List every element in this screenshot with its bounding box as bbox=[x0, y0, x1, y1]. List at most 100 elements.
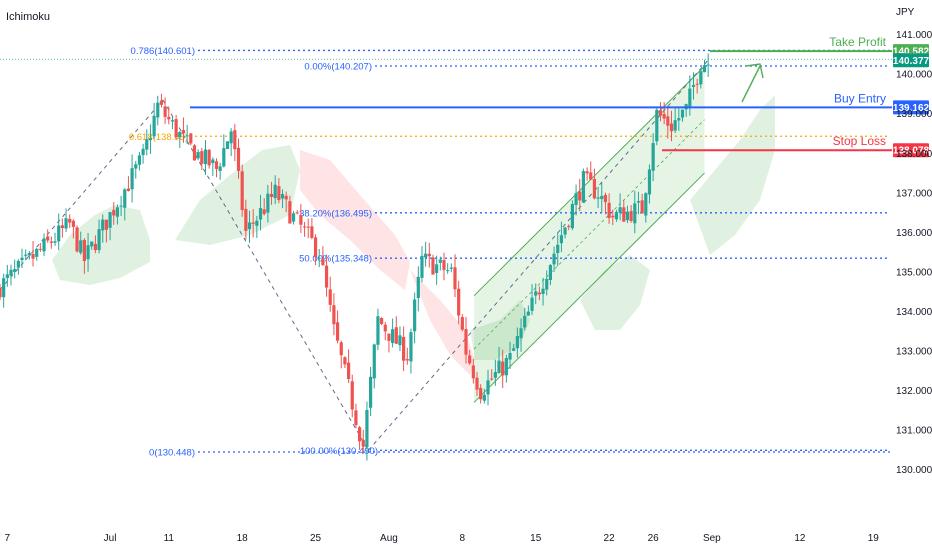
candle-body bbox=[688, 88, 692, 107]
candle-body bbox=[71, 220, 75, 227]
candle-body bbox=[457, 288, 461, 316]
candle-body bbox=[640, 200, 644, 214]
candle-body bbox=[398, 335, 402, 346]
candle-body bbox=[618, 207, 622, 213]
price-tag bbox=[893, 100, 929, 115]
projection-arrow bbox=[741, 63, 764, 103]
candle-body bbox=[501, 361, 505, 376]
candle-body bbox=[218, 166, 222, 171]
candle-body bbox=[479, 387, 483, 400]
trade-levels: Take Profit 140.582 Buy Entry 139.162 Stop L… bbox=[0, 35, 930, 158]
price-channel bbox=[473, 65, 705, 403]
candle-body bbox=[229, 131, 233, 144]
candle-body bbox=[391, 329, 395, 344]
candle-body bbox=[247, 222, 252, 230]
candle-body bbox=[174, 119, 178, 138]
y-tick-label: 135.000 bbox=[896, 267, 932, 278]
y-tick-label: 132.000 bbox=[896, 386, 932, 397]
candle-body bbox=[405, 358, 409, 361]
candle-body bbox=[706, 64, 710, 66]
candle-body bbox=[534, 291, 538, 296]
y-tick-label: 136.000 bbox=[896, 228, 932, 239]
candle-body bbox=[2, 278, 6, 298]
candle-body bbox=[497, 360, 501, 374]
candle-body bbox=[269, 193, 274, 198]
candle-body bbox=[633, 203, 637, 224]
candle-body bbox=[622, 207, 626, 222]
candle-body bbox=[42, 238, 46, 252]
candle-body bbox=[126, 188, 131, 191]
candle-body bbox=[559, 235, 564, 244]
candle-body bbox=[284, 195, 288, 200]
x-tick-label: 22 bbox=[604, 533, 616, 544]
candle-body bbox=[471, 365, 475, 379]
candle-body bbox=[680, 109, 685, 118]
candle-body bbox=[225, 141, 230, 149]
candle-body bbox=[475, 377, 479, 390]
candle-body bbox=[302, 226, 307, 228]
y-tick-label: 141.000 bbox=[896, 30, 932, 41]
candle-body bbox=[46, 236, 50, 241]
candle-body bbox=[515, 336, 519, 349]
candle-body bbox=[339, 342, 343, 356]
candle-body bbox=[625, 211, 630, 221]
cloud-segment bbox=[175, 145, 300, 245]
candle-body bbox=[266, 193, 270, 213]
y-tick-label: 137.000 bbox=[896, 188, 932, 199]
candle-body bbox=[16, 260, 20, 268]
candle-body bbox=[387, 333, 391, 341]
candle-body bbox=[277, 186, 281, 201]
candle-body bbox=[163, 106, 167, 117]
price-tag bbox=[893, 143, 929, 158]
candle-body bbox=[563, 227, 567, 235]
level-label: Buy Entry bbox=[834, 91, 886, 105]
candle-body bbox=[49, 241, 53, 243]
candle-body bbox=[651, 143, 655, 171]
candle-body bbox=[365, 409, 369, 448]
candle-body bbox=[207, 149, 211, 166]
channel-upper-line bbox=[473, 65, 705, 297]
x-tick-label: 19 bbox=[868, 533, 880, 544]
axes: 141.000 140.000 139.000 138.000 137.000 136.0… bbox=[5, 30, 932, 544]
candle-body bbox=[468, 355, 472, 364]
candle-body bbox=[493, 372, 497, 378]
candle-body bbox=[119, 205, 123, 207]
candle-body bbox=[695, 83, 699, 85]
candle-body bbox=[541, 288, 545, 295]
candle-body bbox=[82, 239, 86, 262]
candle-body bbox=[460, 317, 464, 330]
candle-body bbox=[357, 427, 362, 442]
candle-body bbox=[629, 211, 633, 222]
candle-body bbox=[5, 274, 9, 279]
candle-body bbox=[662, 113, 666, 119]
fib-label: 50.00%(135.348) bbox=[299, 254, 372, 265]
candle-body bbox=[556, 244, 560, 254]
y-tick-label: 133.000 bbox=[896, 347, 932, 358]
channel-mid-line bbox=[473, 119, 705, 350]
candle-body bbox=[251, 222, 255, 224]
y-tick-label: 138.000 bbox=[896, 149, 932, 160]
candle-body bbox=[328, 289, 332, 305]
candle-body bbox=[552, 253, 556, 265]
candle-body bbox=[79, 240, 83, 253]
candle-body bbox=[592, 179, 597, 199]
x-tick-label: 7 bbox=[5, 533, 11, 544]
candle-body bbox=[192, 145, 197, 161]
y-tick-label: 139.000 bbox=[896, 109, 932, 120]
candle-body bbox=[453, 267, 457, 290]
candle-body bbox=[262, 209, 266, 215]
indicator-label[interactable]: Ichimoku bbox=[6, 11, 51, 23]
candle-body bbox=[27, 253, 31, 256]
candle-body bbox=[464, 329, 468, 355]
zigzag-segment bbox=[368, 58, 710, 451]
candle-body bbox=[137, 155, 142, 165]
level-label: Take Profit bbox=[829, 35, 886, 49]
y-tick-label: 130.000 bbox=[896, 465, 932, 476]
candle-body bbox=[123, 189, 127, 208]
cloud-segment bbox=[470, 300, 530, 360]
candle-body bbox=[589, 172, 593, 180]
candle-body bbox=[409, 332, 413, 362]
candle-body bbox=[402, 336, 406, 361]
candle-body bbox=[134, 164, 138, 169]
